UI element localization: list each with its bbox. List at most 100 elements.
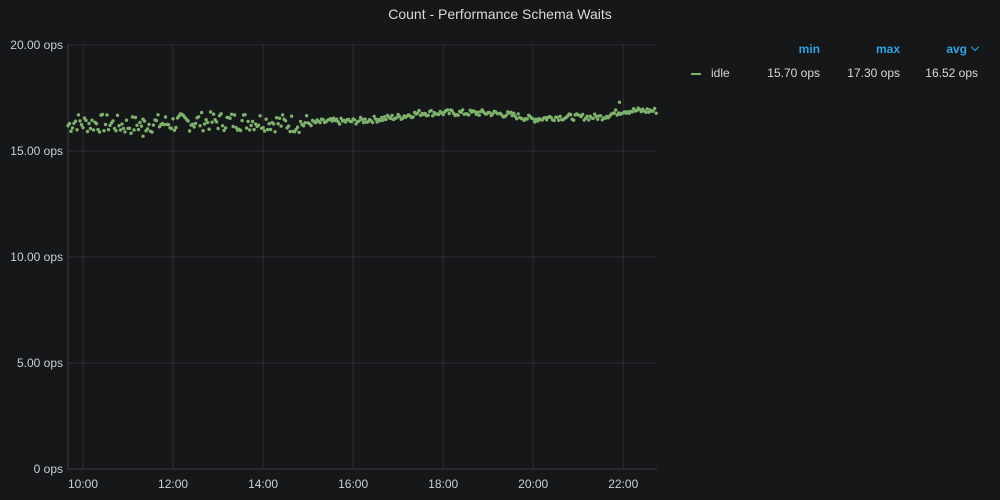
data-point xyxy=(249,123,253,128)
data-point xyxy=(581,112,585,117)
data-point xyxy=(147,122,151,127)
data-point xyxy=(286,124,291,128)
series-color-swatch[interactable] xyxy=(691,73,701,75)
data-point xyxy=(373,117,378,121)
data-point xyxy=(461,108,465,112)
data-point xyxy=(231,124,235,129)
data-point xyxy=(240,118,244,123)
data-point xyxy=(210,120,214,124)
data-point xyxy=(645,107,649,111)
legend-series-name[interactable]: idle xyxy=(711,66,730,80)
x-tick-label: 18:00 xyxy=(428,477,458,491)
data-point xyxy=(91,128,96,132)
panel-title[interactable]: Count - Performance Schema Waits xyxy=(388,6,612,22)
y-tick-label: 10.00 ops xyxy=(10,250,63,264)
data-point xyxy=(303,121,307,125)
data-point xyxy=(156,113,160,117)
data-point xyxy=(142,119,147,123)
data-point xyxy=(171,117,175,121)
data-point xyxy=(138,120,142,125)
data-point xyxy=(644,110,648,115)
data-point xyxy=(450,109,454,113)
data-point xyxy=(201,129,205,133)
data-point xyxy=(599,114,603,118)
data-point xyxy=(117,124,121,128)
data-point xyxy=(151,123,156,127)
data-point xyxy=(261,126,265,130)
data-point xyxy=(252,127,256,132)
data-point xyxy=(130,115,135,119)
data-point xyxy=(280,113,285,117)
data-point xyxy=(352,118,357,122)
data-point xyxy=(145,127,150,131)
data-point xyxy=(361,120,366,125)
data-point xyxy=(264,117,268,121)
legend-header-avg[interactable]: avg xyxy=(946,42,980,56)
data-point xyxy=(211,112,216,116)
data-point xyxy=(102,129,106,133)
data-point xyxy=(533,120,537,124)
data-point xyxy=(150,130,154,134)
data-point xyxy=(84,118,88,123)
data-point xyxy=(207,127,211,131)
data-point xyxy=(301,124,306,128)
data-point xyxy=(105,113,109,117)
legend-header-max[interactable]: max xyxy=(875,42,900,56)
data-point xyxy=(90,118,94,122)
y-tick-label: 20.00 ops xyxy=(10,38,63,52)
data-point xyxy=(208,110,213,114)
data-point xyxy=(394,116,399,120)
data-point xyxy=(205,120,210,125)
data-point xyxy=(596,117,600,122)
x-tick-label: 22:00 xyxy=(608,477,638,491)
data-point xyxy=(379,115,384,120)
data-point xyxy=(525,117,529,121)
data-point xyxy=(557,118,561,122)
data-point xyxy=(73,119,78,123)
data-point xyxy=(196,115,201,119)
data-point xyxy=(382,115,387,119)
data-point xyxy=(390,113,394,118)
data-point xyxy=(258,114,262,118)
legend-header-min[interactable]: min xyxy=(798,42,820,56)
data-point xyxy=(223,126,228,130)
data-point xyxy=(591,116,595,121)
data-point xyxy=(154,118,159,123)
data-point xyxy=(531,117,535,121)
data-point xyxy=(617,100,622,104)
data-point xyxy=(199,110,204,115)
legend-value-avg: 16.52 ops xyxy=(925,66,978,80)
data-point xyxy=(415,111,420,115)
data-point xyxy=(276,122,280,126)
data-point xyxy=(467,113,471,117)
data-point xyxy=(67,121,72,126)
x-tick-label: 16:00 xyxy=(338,477,368,491)
data-point xyxy=(273,130,277,134)
legend: min max avg idle 15.70 ops 17.30 ops 16.… xyxy=(680,40,990,80)
series-idle-points xyxy=(66,100,658,138)
data-point xyxy=(381,118,385,122)
data-point xyxy=(76,113,81,117)
data-point xyxy=(491,112,495,116)
data-point xyxy=(204,118,208,122)
legend-row-idle[interactable]: idle 15.70 ops 17.30 ops 16.52 ops xyxy=(680,40,990,80)
x-tick-label: 12:00 xyxy=(158,477,188,491)
data-point xyxy=(411,115,415,119)
data-point xyxy=(476,110,480,115)
data-point xyxy=(313,121,318,125)
data-point xyxy=(587,118,591,122)
y-axis: 0 ops 5.00 ops 10.00 ops 15.00 ops 20.00 ops xyxy=(10,38,63,476)
data-point xyxy=(431,114,435,118)
data-point xyxy=(441,112,445,117)
data-point xyxy=(456,113,460,117)
data-point xyxy=(477,113,481,117)
data-point xyxy=(166,122,171,127)
legend-value-max: 17.30 ops xyxy=(847,66,900,80)
data-point xyxy=(106,128,111,132)
data-point xyxy=(309,123,313,128)
data-point xyxy=(120,122,124,126)
data-point xyxy=(630,110,634,114)
data-point xyxy=(127,126,132,130)
